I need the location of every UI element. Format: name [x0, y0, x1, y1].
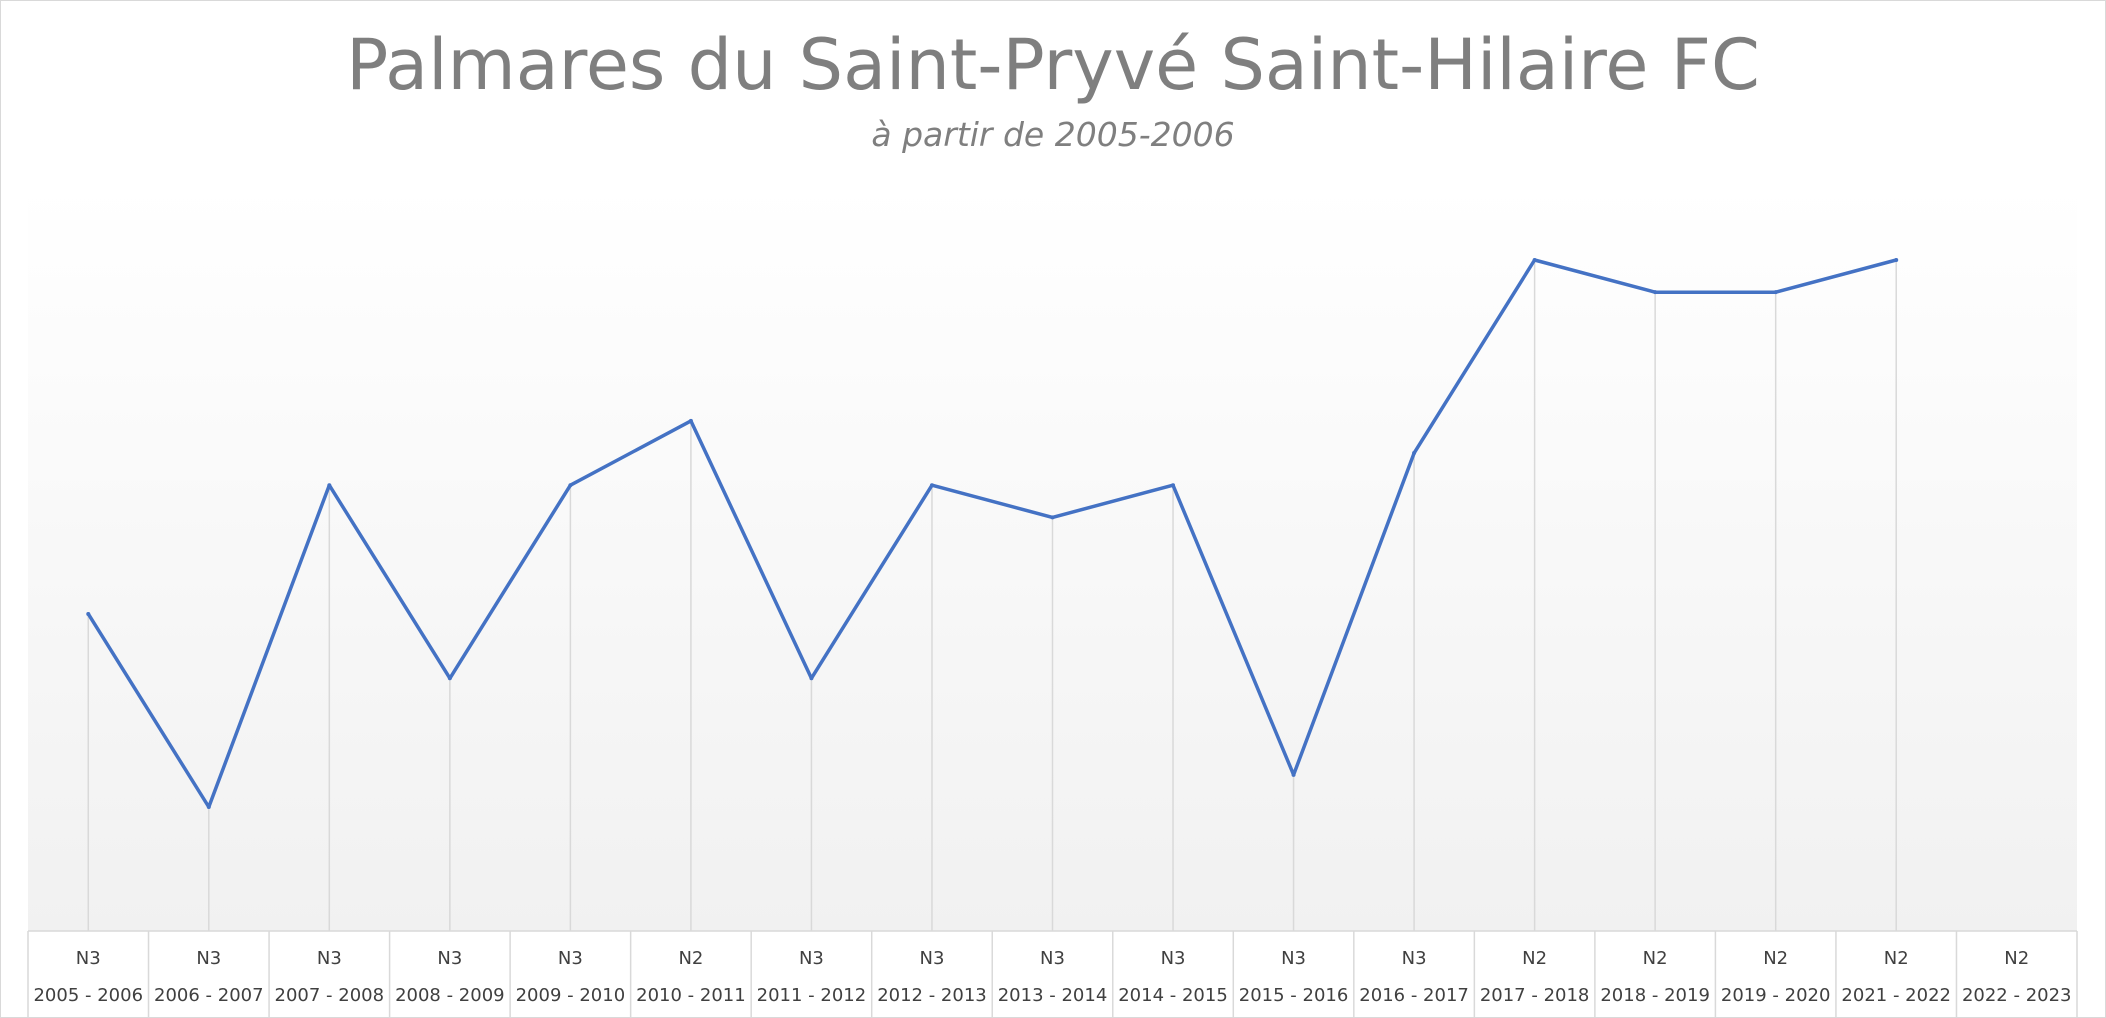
tick-label-season: 2006 - 2007	[154, 985, 264, 1006]
data-point	[1773, 290, 1778, 295]
tick-label-division: N2	[1522, 948, 1547, 969]
tick-label-season: 2012 - 2013	[877, 985, 987, 1006]
tick-label-season: 2008 - 2009	[395, 985, 505, 1006]
tick-label-season: 2022 - 2023	[1962, 985, 2072, 1006]
tick-label-division: N2	[678, 948, 703, 969]
data-point	[1894, 258, 1899, 262]
drop-lines	[87, 260, 1897, 931]
tick-label-season: 2018 - 2019	[1600, 985, 1710, 1006]
data-point	[1412, 451, 1417, 456]
data-point	[929, 483, 934, 488]
tick-label-season: 2017 - 2018	[1480, 985, 1590, 1006]
tick-label-season: 2016 - 2017	[1359, 985, 1469, 1006]
data-point	[327, 483, 332, 488]
series-group	[86, 258, 1899, 809]
tick-label-season: 2007 - 2008	[275, 985, 385, 1006]
tick-label-division: N3	[76, 948, 101, 969]
data-point	[1653, 290, 1658, 295]
tick-label-season: 2011 - 2012	[757, 985, 867, 1006]
data-point	[1050, 515, 1055, 520]
tick-label-season: 2005 - 2006	[33, 985, 143, 1006]
tick-label-division: N2	[2004, 948, 2029, 969]
data-point	[206, 805, 211, 809]
data-point	[1171, 483, 1176, 488]
tick-label-division: N2	[1763, 948, 1788, 969]
tick-label-division: N3	[558, 948, 583, 969]
tick-label-season: 2015 - 2016	[1239, 985, 1349, 1006]
data-point	[688, 418, 693, 423]
tick-label-season: 2014 - 2015	[1118, 985, 1228, 1006]
tick-label-division: N3	[1161, 948, 1186, 969]
tick-label-division: N3	[1402, 948, 1427, 969]
tick-label-division: N2	[1643, 948, 1668, 969]
tick-label-division: N3	[196, 948, 221, 969]
tick-label-season: 2009 - 2010	[516, 985, 626, 1006]
data-point	[1291, 772, 1296, 777]
x-axis: N3 2005 - 2006 N3 2006 - 2007 N3 2007 - 2008 N…	[27, 930, 2078, 1017]
data-point	[1532, 258, 1537, 262]
tick-label-division: N3	[1281, 948, 1306, 969]
chart-title: Palmares du Saint-Pryvé Saint-Hilaire FC	[346, 24, 1760, 106]
tick-label-division: N3	[799, 948, 824, 969]
series-line	[86, 258, 1898, 809]
data-point	[809, 676, 814, 681]
tick-label-season: 2013 - 2014	[998, 985, 1108, 1006]
data-point	[447, 676, 452, 681]
data-point	[86, 611, 91, 616]
tick-label-division: N2	[1884, 948, 1909, 969]
tick-label-season: 2019 - 2020	[1721, 985, 1831, 1006]
tick-label-division: N3	[920, 948, 945, 969]
tick-label-season: 2021 - 2022	[1841, 985, 1951, 1006]
data-point	[568, 483, 573, 488]
tick-label-season: 2010 - 2011	[636, 985, 746, 1006]
chart-subtitle: à partir de 2005-2006	[871, 115, 1234, 154]
tick-label-division: N3	[1040, 948, 1065, 969]
tick-label-division: N3	[317, 948, 342, 969]
tick-label-division: N3	[437, 948, 462, 969]
